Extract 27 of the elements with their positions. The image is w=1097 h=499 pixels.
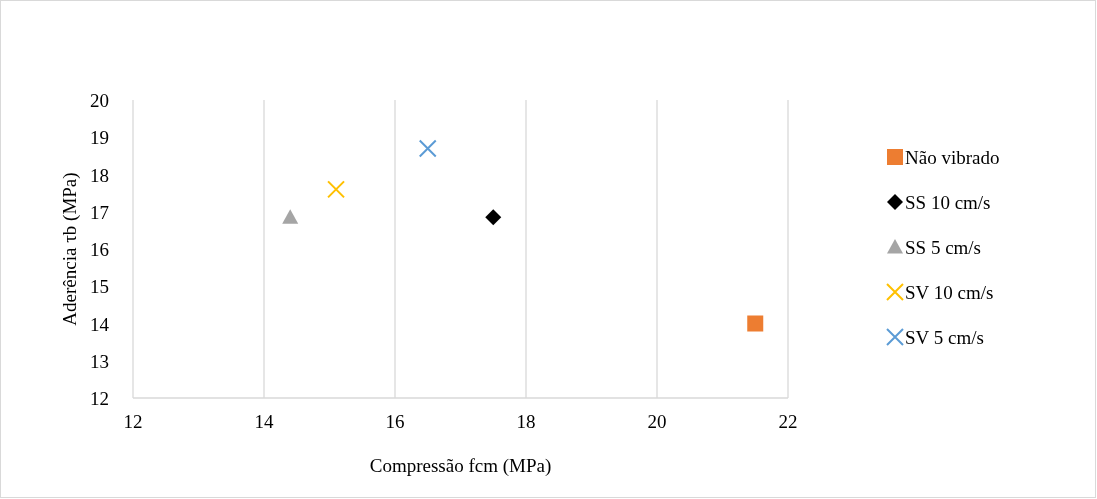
legend-label: SV 10 cm/s bbox=[905, 282, 994, 303]
y-tick-label: 13 bbox=[90, 350, 109, 372]
x-tick-label: 18 bbox=[516, 411, 536, 432]
legend-label: SS 5 cm/s bbox=[905, 237, 982, 258]
y-tick-label: 12 bbox=[90, 388, 109, 409]
x-tick-label: 22 bbox=[778, 411, 798, 432]
y-tick-label: 14 bbox=[90, 313, 110, 335]
x-tick-label: 14 bbox=[254, 411, 274, 432]
legend-label: Não vibrado bbox=[905, 147, 1000, 168]
x-tick-label: 20 bbox=[647, 411, 667, 432]
x-tick-label: 16 bbox=[385, 411, 405, 432]
point bbox=[418, 139, 437, 158]
point bbox=[327, 180, 346, 199]
point bbox=[485, 209, 502, 226]
y-tick-label: 15 bbox=[90, 276, 109, 298]
y-axis-title: Aderência τb (MPa) bbox=[59, 172, 81, 326]
point bbox=[282, 209, 299, 224]
y-tick-label: 16 bbox=[90, 239, 109, 260]
x-axis-title: Compressão fcm (MPa) bbox=[369, 455, 552, 477]
legend-label: SS 10 cm/s bbox=[905, 192, 991, 213]
y-tick-label: 20 bbox=[90, 90, 109, 111]
y-tick-label: 19 bbox=[90, 127, 109, 149]
y-tick-label: 17 bbox=[90, 201, 109, 223]
y-tick-label: 18 bbox=[90, 164, 109, 186]
point bbox=[747, 315, 764, 332]
legend-label: SV 5 cm/s bbox=[905, 327, 984, 348]
x-tick-label: 12 bbox=[123, 411, 143, 432]
